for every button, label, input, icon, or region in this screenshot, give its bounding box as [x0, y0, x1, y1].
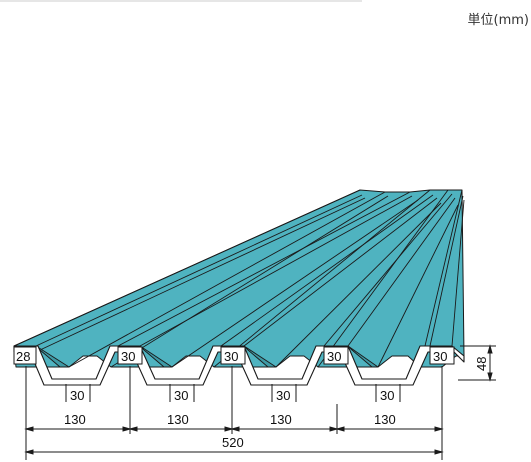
unit-label: 単位(mm): [467, 13, 529, 28]
crest-width-label-3: 30: [327, 349, 341, 364]
bottom-width-label-3: 30: [276, 388, 290, 403]
height-label: 48: [474, 357, 489, 371]
pitch-label-2: 130: [167, 412, 189, 427]
fold-lines: [13, 189, 465, 368]
top-rule: [0, 0, 362, 2]
sheet-body: [13, 189, 465, 386]
pitch-dimension-lines: [24, 366, 444, 460]
top-width-label: 28: [16, 349, 30, 364]
crest-width-label-2: 30: [224, 349, 238, 364]
pitch-label-4: 130: [374, 412, 396, 427]
bottom-width-labels: [65, 384, 401, 402]
bottom-width-label-4: 30: [380, 388, 394, 403]
total-width-label: 520: [222, 435, 244, 450]
pitch-label-1: 130: [64, 412, 86, 427]
pitch-label-3: 130: [270, 412, 292, 427]
crest-width-label-1: 30: [121, 349, 135, 364]
bottom-width-label-2: 30: [174, 388, 188, 403]
top-width-labels: 28 30 30 30 30: [13, 346, 455, 365]
height-dimension: [458, 344, 496, 382]
crest-width-label-4: 30: [433, 349, 447, 364]
bottom-width-label-1: 30: [70, 388, 84, 403]
